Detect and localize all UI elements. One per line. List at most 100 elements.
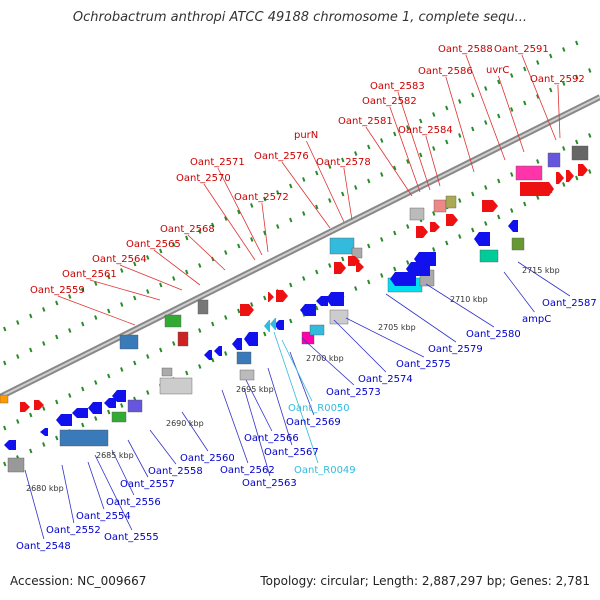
leader-line [345, 317, 425, 358]
tick-mark [328, 263, 332, 268]
tick-mark [276, 190, 280, 195]
leader-line [181, 411, 209, 452]
tick-mark [81, 386, 85, 392]
gene-feature-box [59, 429, 109, 447]
tick-mark [146, 255, 150, 260]
gene-feature-box [159, 377, 193, 395]
reverse-gene-label: Oant_2580 [466, 329, 521, 340]
tick-mark [55, 399, 59, 405]
tick-mark [393, 266, 397, 272]
tick-mark [185, 235, 189, 241]
tick-mark [575, 139, 579, 145]
gene-feature-box [433, 199, 447, 213]
reverse-gene-arrow [414, 252, 436, 266]
tick-mark [172, 341, 176, 346]
scale-label: 2705 kbp [378, 323, 416, 332]
forward-gene-label: Oant_2581 [338, 116, 393, 127]
tick-mark [224, 351, 228, 356]
reverse-gene-arrow [326, 292, 344, 306]
tick-mark [250, 237, 254, 242]
tick-mark [575, 74, 579, 80]
forward-gene-arrow [20, 402, 30, 412]
leader-line [149, 429, 177, 465]
tick-mark [42, 307, 46, 312]
scale-label: 2695 kbp [236, 385, 274, 394]
tick-mark [224, 216, 228, 221]
tick-mark [354, 286, 358, 291]
reverse-gene-arrow [40, 428, 48, 436]
tick-mark [380, 273, 384, 278]
leader-line [87, 461, 105, 510]
gene-feature-box [547, 152, 561, 168]
tick-mark [497, 113, 501, 119]
tick-mark [16, 354, 20, 359]
gene-feature-box [7, 457, 25, 473]
forward-gene-arrow [268, 292, 274, 302]
tick-mark [575, 40, 579, 46]
tick-mark [94, 416, 98, 421]
forward-gene-arrow [356, 262, 364, 272]
leader-line [89, 279, 161, 301]
tick-mark [328, 164, 332, 169]
forward-gene-label: uvrC [486, 65, 509, 76]
tick-mark [68, 393, 72, 398]
forward-gene-label: Oant_2586 [418, 66, 473, 77]
label-leader-lines [24, 54, 571, 540]
reverse-gene-label: Oant_2556 [106, 497, 161, 508]
leader-line [187, 234, 226, 271]
forward-gene-label: Oant_2584 [398, 125, 453, 136]
leader-line [203, 183, 256, 261]
tick-mark [484, 86, 488, 91]
forward-gene-arrow [416, 226, 428, 238]
tick-mark [94, 315, 98, 320]
leader-line [217, 167, 263, 256]
forward-gene-arrow [446, 214, 458, 226]
tick-mark [497, 178, 501, 184]
tick-mark [146, 289, 150, 294]
forward-gene-label: Oant_2571 [190, 157, 245, 168]
tick-mark [432, 247, 436, 252]
tick-mark [536, 159, 540, 164]
gene-feature-box [479, 249, 499, 263]
page-title: Ochrobactrum anthropi ATCC 49188 chromos… [72, 10, 528, 25]
tick-mark [55, 435, 59, 441]
tick-mark [250, 203, 254, 208]
leader-line [153, 249, 201, 286]
tick-mark [133, 295, 137, 301]
reverse-gene-arrow [104, 398, 116, 408]
tick-mark [484, 120, 488, 125]
tick-mark [471, 227, 475, 233]
tick-mark [406, 224, 410, 229]
scale-label: 2680 kbp [26, 484, 64, 493]
tick-mark [562, 81, 566, 86]
tick-mark [159, 347, 163, 353]
forward-gene-label: Oant_2572 [234, 192, 289, 203]
leader-line [343, 167, 353, 221]
tick-mark [367, 243, 371, 249]
forward-gene-label: Oant_2564 [92, 254, 147, 265]
leader-line [445, 76, 475, 173]
reverse-gene-label: Oant_2566 [244, 433, 299, 444]
tick-mark [497, 214, 501, 220]
reverse-gene-label: Oant_2555 [104, 532, 159, 543]
chromosome-backbone [0, 94, 600, 400]
tick-mark [471, 126, 475, 132]
leader-line [119, 264, 183, 291]
forward-gene-arrow [556, 172, 564, 184]
leader-line [306, 140, 345, 223]
reverse-gene-label: Oant_2548 [16, 541, 71, 552]
tick-mark [315, 269, 319, 275]
scale-labels: 2680 kbp 2685 kbp 2690 kbp 2695 kbp 2700 kbp… [26, 266, 560, 493]
forward-gene-label: Oant_2582 [362, 96, 417, 107]
forward-gene-label: Oant_2583 [370, 81, 425, 92]
tick-mark [367, 178, 371, 184]
tick-mark [536, 94, 540, 99]
tick-mark [133, 261, 137, 267]
leader-line [517, 261, 571, 297]
tick-mark [302, 276, 306, 281]
tick-mark [458, 133, 462, 138]
tick-mark [55, 300, 59, 306]
leader-line [465, 54, 506, 161]
leader-line [389, 106, 421, 193]
forward-gene-label: Oant_2576 [254, 151, 309, 162]
